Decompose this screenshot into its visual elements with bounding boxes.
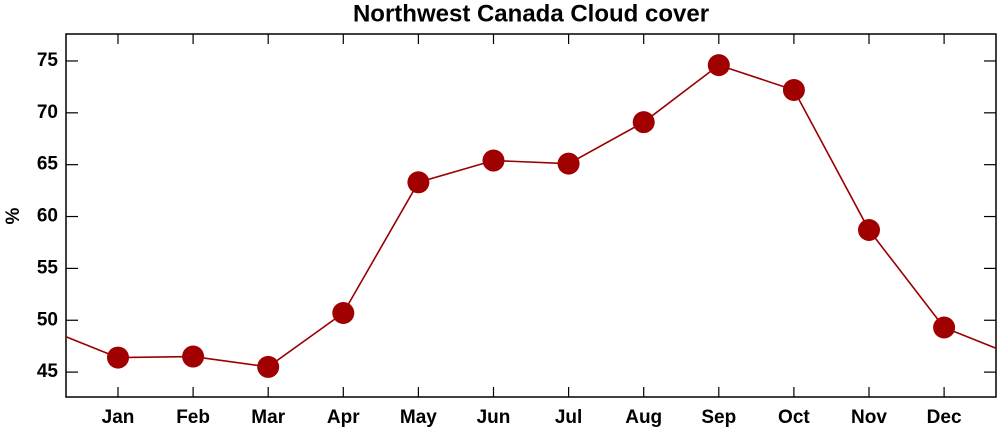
marker <box>557 152 580 175</box>
marker <box>257 355 280 378</box>
x-tick-label: Apr <box>327 407 360 428</box>
wrap-line <box>943 326 996 350</box>
y-tick-label: 45 <box>37 361 59 382</box>
marker <box>182 345 205 368</box>
y-tick-label: 65 <box>37 154 59 175</box>
marker <box>107 346 129 369</box>
plot-area <box>66 54 996 378</box>
marker <box>407 171 430 194</box>
x-tick-label: Jul <box>555 407 582 428</box>
x-tick-label: Oct <box>778 407 810 428</box>
marker <box>332 301 355 324</box>
x-tick-label: Nov <box>851 407 887 428</box>
y-tick-label: 70 <box>37 102 58 123</box>
y-axis-label: % <box>3 207 24 224</box>
chart-title: Northwest Canada Cloud cover <box>353 0 709 27</box>
x-tick-label: Aug <box>625 407 662 428</box>
x-tick-label: Mar <box>251 407 285 428</box>
marker <box>858 219 880 242</box>
marker <box>482 149 505 172</box>
y-tick-label: 60 <box>37 206 58 227</box>
marker <box>632 111 655 134</box>
plot-frame <box>65 33 997 398</box>
x-tick-label: Jun <box>477 407 511 428</box>
x-tick-label: Dec <box>927 407 962 428</box>
wrap-line <box>66 335 119 359</box>
x-tick-label: Sep <box>701 407 736 428</box>
y-tick-label: 50 <box>37 309 58 330</box>
x-tick-label: Jan <box>102 407 135 428</box>
y-tick-label: 55 <box>37 257 59 278</box>
marker <box>933 316 956 339</box>
x-tick-label: May <box>400 407 437 428</box>
marker <box>707 54 730 77</box>
series-line <box>117 64 945 368</box>
marker <box>782 79 805 102</box>
x-tick-label: Feb <box>176 407 210 428</box>
y-tick-label: 75 <box>37 50 59 71</box>
